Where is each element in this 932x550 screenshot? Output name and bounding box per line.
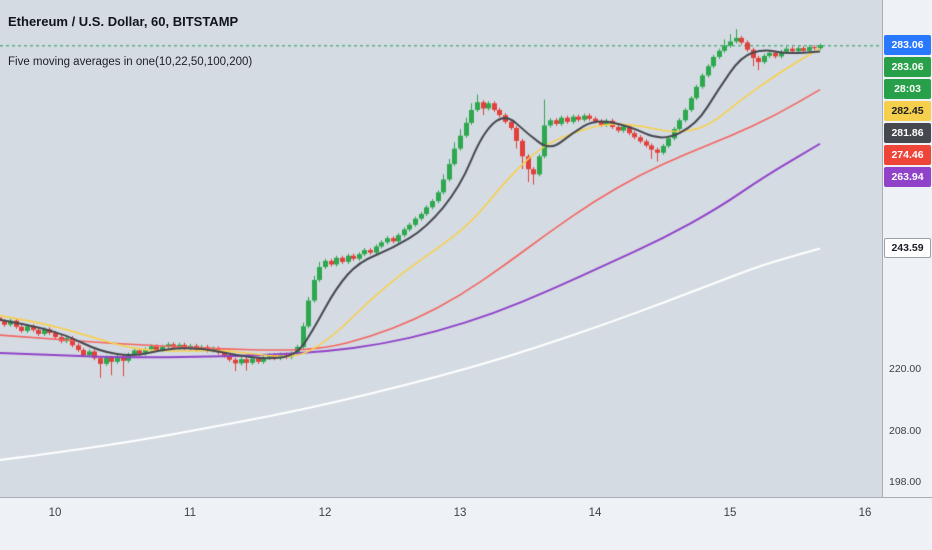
ma50-value-badge: 274.46 — [884, 145, 931, 165]
bar-close-price-badge: 283.06 — [884, 57, 931, 77]
bar-countdown-badge: 28:03 — [884, 79, 931, 99]
price-tick: 208.00 — [889, 425, 922, 437]
current-price-badge: 283.06 — [884, 35, 931, 55]
time-tick: 13 — [453, 507, 467, 519]
time-tick: 14 — [588, 507, 602, 519]
price-axis[interactable]: 283.06 283.06 28:03 282.45 281.86 274.46… — [882, 0, 932, 497]
time-axis[interactable]: 10 11 12 13 14 15 16 — [0, 497, 932, 550]
ma10-value-badge: 281.86 — [884, 123, 931, 143]
price-tick: 220.00 — [889, 363, 922, 375]
price-tick: 198.00 — [889, 476, 922, 488]
time-tick: 10 — [48, 507, 62, 519]
symbol-title[interactable]: Ethereum / U.S. Dollar, 60, BITSTAMP — [8, 14, 239, 29]
ma22-value-badge: 282.45 — [884, 101, 931, 121]
price-chart-canvas[interactable] — [0, 0, 882, 497]
time-tick: 12 — [318, 507, 332, 519]
time-tick: 11 — [184, 507, 196, 519]
time-tick: 15 — [723, 507, 737, 519]
ma100-value-badge: 263.94 — [884, 167, 931, 187]
time-tick: 16 — [858, 507, 872, 519]
indicator-label[interactable]: Five moving averages in one(10,22,50,100… — [8, 56, 253, 68]
ma200-value-badge: 243.59 — [884, 238, 931, 258]
